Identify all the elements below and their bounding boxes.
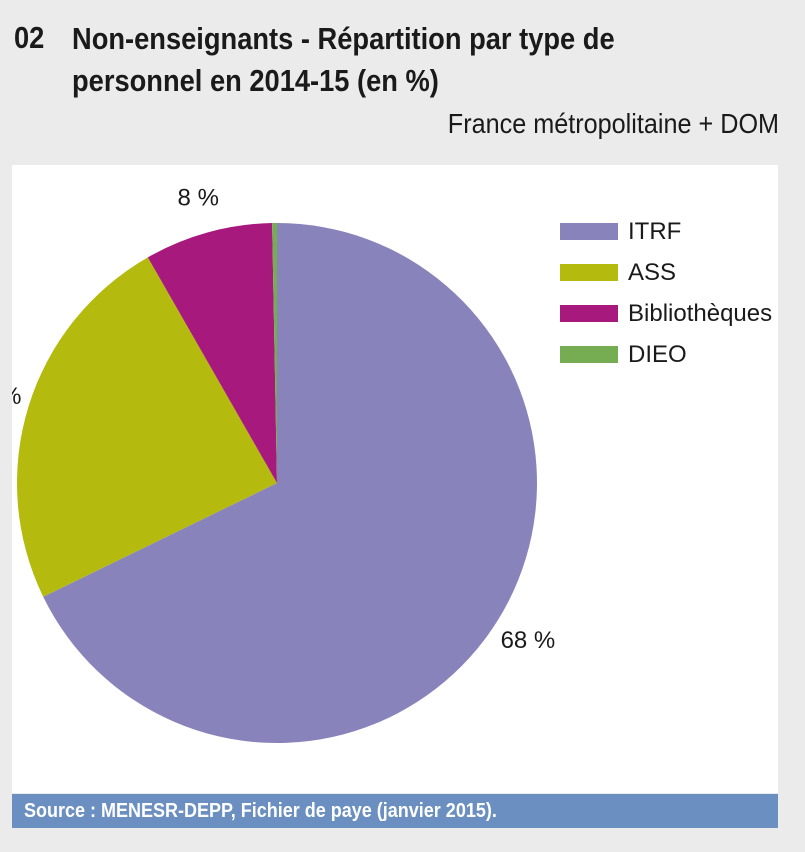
chart-panel: 68 % 24 % 8 % ITRF ASS Bibliothèques DIEO [0, 165, 778, 793]
pie-slice-ass [17, 257, 277, 597]
data-label-bibliotheques: 8 % [178, 185, 219, 212]
legend-label-ass: ASS [628, 259, 676, 286]
data-label-ass: 24 % [12, 383, 21, 410]
chart-title-line-1: Non-enseignants - Répartition par type d… [72, 21, 615, 56]
source-bar: Source : MENESR-DEPP, Fichier de paye (j… [12, 794, 778, 828]
pie-slices [17, 223, 538, 743]
pie-chart: 68 % 24 % 8 % ITRF ASS Bibliothèques DIEO [0, 185, 772, 743]
source-note: Source : MENESR-DEPP, Fichier de paye (j… [24, 800, 497, 822]
legend: ITRF ASS Bibliothèques DIEO [560, 218, 772, 368]
legend-label-itrf: ITRF [628, 218, 681, 245]
legend-swatch-dieo [560, 346, 618, 363]
legend-label-dieo: DIEO [628, 341, 687, 368]
legend-swatch-bibliotheques [560, 305, 618, 322]
legend-swatch-itrf [560, 223, 618, 240]
data-label-itrf: 68 % [501, 627, 556, 654]
chart-subtitle: France métropolitaine + DOM [447, 108, 779, 139]
pie-slice-itrf [43, 223, 538, 743]
legend-label-bibliotheques: Bibliothèques [628, 300, 772, 327]
figure-number: 02 [14, 20, 45, 55]
pie-slice-bibliotheques [147, 223, 277, 484]
legend-swatch-ass [560, 264, 618, 281]
pie-slice-dieo [272, 223, 277, 483]
chart-title: Non-enseignants - Répartition par type d… [72, 18, 635, 102]
title-block: 02 Non-enseignants - Répartition par typ… [14, 18, 794, 102]
chart-title-line-2: personnel en 2014-15 (en %) [72, 63, 439, 98]
